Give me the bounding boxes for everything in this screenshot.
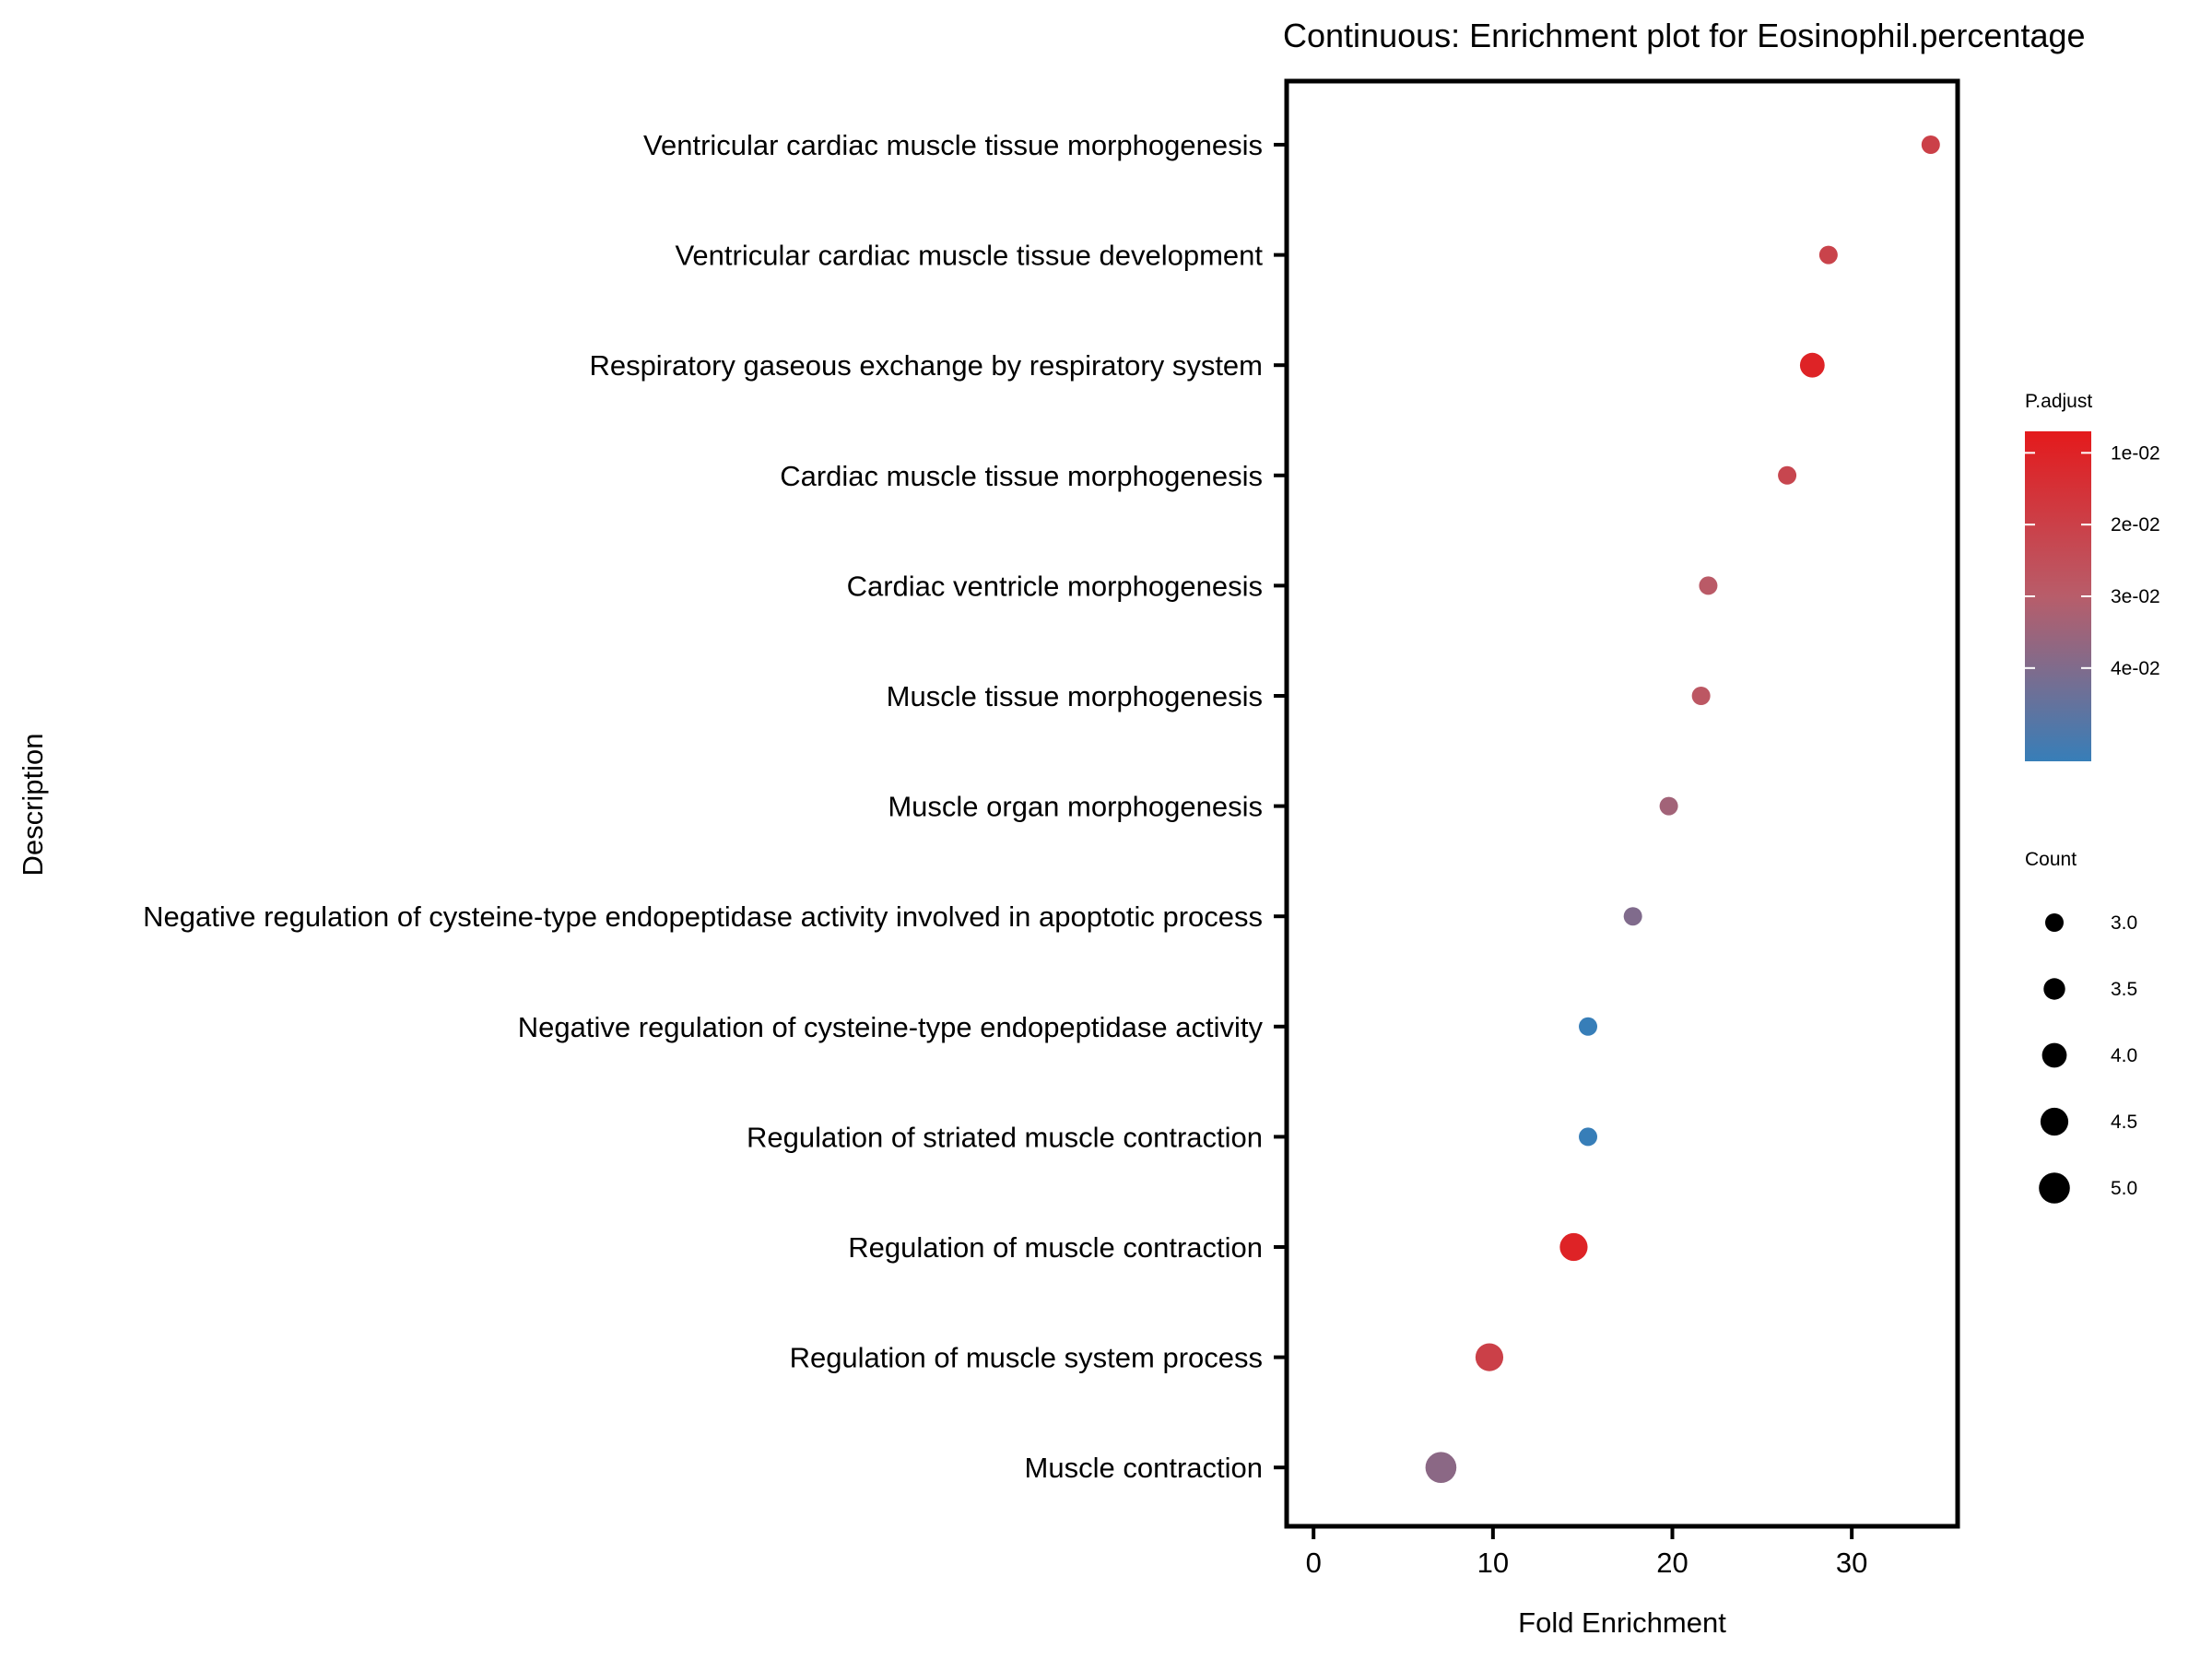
size-legend-key (2045, 913, 2064, 932)
size-legend-label: 3.5 (2111, 979, 2137, 1000)
y-tick-label: Muscle tissue morphogenesis (887, 680, 1263, 712)
data-point (1623, 907, 1642, 926)
size-legend-key (2041, 1042, 2067, 1068)
x-tick-label: 30 (1836, 1547, 1867, 1579)
x-tick-label: 10 (1477, 1547, 1509, 1579)
y-tick-label: Negative regulation of cysteine-type end… (143, 900, 1263, 933)
size-legend-label: 4.0 (2111, 1045, 2137, 1066)
x-axis: 0 10 20 30 (1306, 1526, 1867, 1579)
color-legend-label: 2e-02 (2111, 514, 2160, 535)
size-legend-label: 5.0 (2111, 1178, 2137, 1199)
plot-panel (1284, 78, 1960, 1529)
y-tick-label: Regulation of muscle contraction (848, 1231, 1263, 1264)
data-point (1579, 1017, 1598, 1036)
data-point (1579, 1127, 1598, 1147)
y-tick-label: Ventricular cardiac muscle tissue develo… (675, 240, 1263, 272)
color-legend-label: 1e-02 (2111, 442, 2160, 464)
y-tick-label: Muscle organ morphogenesis (888, 791, 1263, 823)
x-tick-label: 20 (1656, 1547, 1688, 1579)
y-axis-label: Description (17, 733, 49, 876)
data-point (1921, 135, 1940, 154)
size-legend-title: Count (2025, 849, 2077, 870)
y-tick-label: Muscle contraction (1025, 1452, 1263, 1484)
y-tick-label: Ventricular cardiac muscle tissue morpho… (643, 129, 1263, 161)
data-point (1659, 796, 1678, 816)
data-point (1818, 245, 1838, 265)
chart-title: Continuous: Enrichment plot for Eosinoph… (1283, 17, 2086, 54)
color-legend-bar (2025, 431, 2091, 761)
size-legend-key (2039, 1172, 2070, 1204)
data-points (1425, 135, 1940, 1483)
color-legend-label: 3e-02 (2111, 586, 2160, 607)
data-point (1799, 352, 1825, 378)
y-axis: Ventricular cardiac muscle tissue morpho… (143, 129, 1287, 1484)
x-tick-label: 0 (1306, 1547, 1322, 1579)
data-point (1699, 576, 1718, 595)
color-legend-label: 4e-02 (2111, 658, 2160, 679)
color-legend: P.adjust 1e-02 2e-02 3e-02 4e-02 (2025, 391, 2160, 761)
data-point (1425, 1452, 1457, 1483)
size-legend-key (2040, 1107, 2069, 1136)
size-legend-key (2043, 978, 2065, 1000)
data-point (1778, 465, 1797, 485)
y-tick-label: Regulation of striated muscle contractio… (747, 1121, 1263, 1153)
data-point (1475, 1343, 1504, 1371)
y-tick-label: Regulation of muscle system process (790, 1342, 1263, 1374)
data-point (1691, 687, 1711, 705)
x-axis-label: Fold Enrichment (1518, 1606, 1726, 1639)
y-tick-label: Respiratory gaseous exchange by respirat… (589, 349, 1263, 382)
size-legend-label: 4.5 (2111, 1112, 2137, 1133)
size-legend: Count 3.0 3.5 4.0 4.5 5.0 (2025, 849, 2137, 1204)
size-legend-label: 3.0 (2111, 912, 2137, 934)
y-tick-label: Cardiac muscle tissue morphogenesis (780, 460, 1263, 492)
color-legend-title: P.adjust (2025, 391, 2092, 412)
y-tick-label: Negative regulation of cysteine-type end… (518, 1011, 1264, 1043)
y-tick-label: Cardiac ventricle morphogenesis (847, 570, 1263, 602)
data-point (1559, 1232, 1588, 1262)
